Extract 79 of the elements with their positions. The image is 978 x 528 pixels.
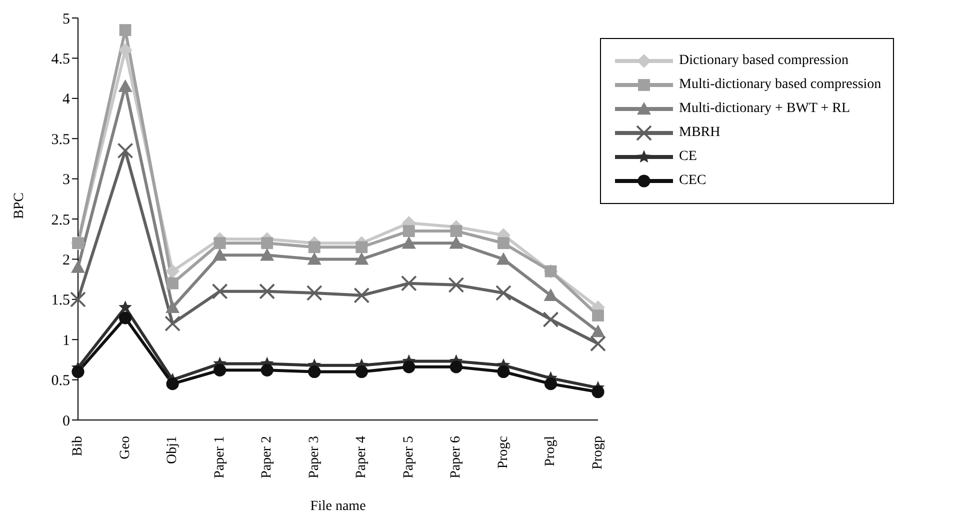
point <box>117 142 134 159</box>
point <box>308 365 321 378</box>
y-tick-label: 0 <box>62 413 70 430</box>
x-tick-label: Geo <box>118 436 133 460</box>
y-tick-label: 0.5 <box>51 373 70 390</box>
legend-label: Multi-dictionary based compression <box>679 77 882 93</box>
x-tick-label: Paper 5 <box>401 436 416 478</box>
point <box>354 287 370 304</box>
point <box>402 225 415 238</box>
point <box>166 300 180 314</box>
y-tick-label: 3.5 <box>51 132 70 148</box>
x-tick-label: Bib <box>70 436 86 456</box>
point <box>119 24 132 36</box>
x-tick-label: Progp <box>590 436 606 470</box>
y-tick-label: 2 <box>62 252 70 269</box>
point <box>118 312 132 324</box>
point <box>166 277 178 290</box>
point <box>164 316 181 332</box>
point <box>544 288 558 301</box>
point <box>450 225 462 238</box>
x-tick-label: Obj1 <box>165 436 180 464</box>
point <box>592 386 604 398</box>
point <box>212 283 228 300</box>
point <box>306 284 322 301</box>
y-tick-label: 4.5 <box>51 52 70 68</box>
x-axis-title: File name <box>310 499 366 514</box>
point <box>592 310 604 322</box>
point <box>542 312 559 328</box>
y-tick-label: 2.5 <box>51 212 70 228</box>
point <box>166 378 179 390</box>
point <box>118 300 132 314</box>
legend-label: MBRH <box>679 125 720 141</box>
point <box>400 275 417 292</box>
point <box>260 364 274 376</box>
legend-label: Multi-dictionary + BWT + RL <box>679 101 850 117</box>
point <box>214 364 226 376</box>
x-tick-label: Paper 3 <box>306 436 322 478</box>
point <box>260 248 274 261</box>
x-tick-label: Progl <box>543 436 558 466</box>
point <box>591 324 605 338</box>
point <box>496 252 510 265</box>
y-tick-label: 5 <box>62 11 70 28</box>
point <box>355 365 368 378</box>
point <box>71 260 85 273</box>
point <box>495 284 512 301</box>
point <box>356 241 368 254</box>
legend-label: Dictionary based compression <box>679 53 849 69</box>
y-axis-title: BPC <box>12 192 27 219</box>
legend-label: CE <box>679 149 697 165</box>
point <box>307 252 322 265</box>
point <box>498 237 510 250</box>
y-tick-label: 3 <box>62 172 70 188</box>
point <box>402 360 416 374</box>
point <box>354 252 369 265</box>
point <box>448 276 464 293</box>
y-tick-label: 1.5 <box>51 292 70 309</box>
point <box>166 264 180 278</box>
point <box>259 283 276 300</box>
x-tick-label: Paper 2 <box>260 436 275 478</box>
point <box>261 237 274 250</box>
point <box>497 365 510 378</box>
point <box>212 248 227 261</box>
point <box>118 79 132 92</box>
point <box>308 241 320 254</box>
x-tick-label: Paper 6 <box>448 436 464 478</box>
point <box>450 360 462 374</box>
y-tick-label: 4 <box>62 92 70 108</box>
point <box>544 378 558 390</box>
point <box>70 291 86 308</box>
legend-label: CEC <box>679 173 706 189</box>
x-tick-label: Paper 1 <box>212 436 228 478</box>
point <box>590 336 606 352</box>
point <box>449 236 464 249</box>
y-tick-label: 1 <box>62 332 70 349</box>
x-tick-label: Paper 4 <box>354 436 370 478</box>
point <box>402 236 416 249</box>
x-tick-label: Progc <box>496 436 511 469</box>
point <box>214 237 226 250</box>
point <box>72 365 84 378</box>
